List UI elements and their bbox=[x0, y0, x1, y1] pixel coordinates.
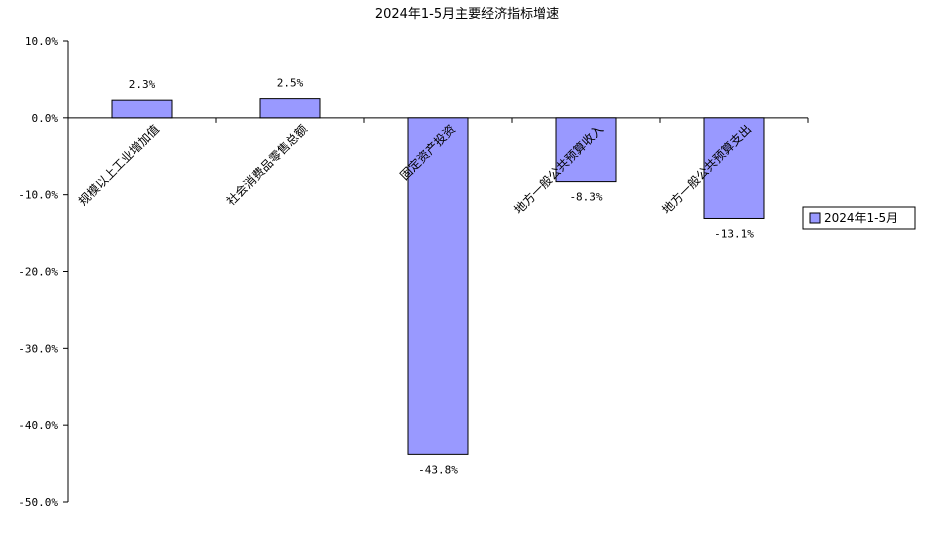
data-label: -8.3% bbox=[569, 191, 602, 204]
data-labels: 2.3% 2.5% -43.8% -8.3% -13.1% bbox=[129, 77, 754, 477]
bar bbox=[259, 98, 321, 119]
x-tick-label: 规模以上工业增加值 bbox=[75, 121, 162, 208]
data-label: -13.1% bbox=[714, 227, 754, 240]
data-label: -43.8% bbox=[418, 463, 458, 476]
bar bbox=[111, 99, 173, 119]
y-tick-label: -30.0% bbox=[18, 342, 58, 355]
legend-label: 2024年1-5月 bbox=[824, 211, 898, 225]
data-label: 2.3% bbox=[129, 78, 156, 91]
bar bbox=[555, 117, 617, 183]
y-tick-label: -20.0% bbox=[18, 266, 58, 279]
y-tick-label: 10.0% bbox=[25, 35, 58, 48]
y-tick-label: -10.0% bbox=[18, 189, 58, 202]
x-tick-label: 社会消费品零售总额 bbox=[223, 121, 310, 208]
legend-swatch bbox=[809, 212, 821, 224]
bar bbox=[703, 117, 765, 219]
bar bbox=[407, 117, 469, 455]
y-tick-label: -40.0% bbox=[18, 419, 58, 432]
chart-title: 2024年1-5月主要经济指标增速 bbox=[375, 7, 559, 22]
data-label: 2.5% bbox=[277, 77, 304, 90]
y-tick-label: -50.0% bbox=[18, 496, 58, 509]
bars bbox=[111, 98, 765, 455]
y-tick-label: 0.0% bbox=[32, 112, 59, 125]
legend-box bbox=[802, 206, 916, 230]
legend: 2024年1-5月 bbox=[802, 206, 916, 230]
